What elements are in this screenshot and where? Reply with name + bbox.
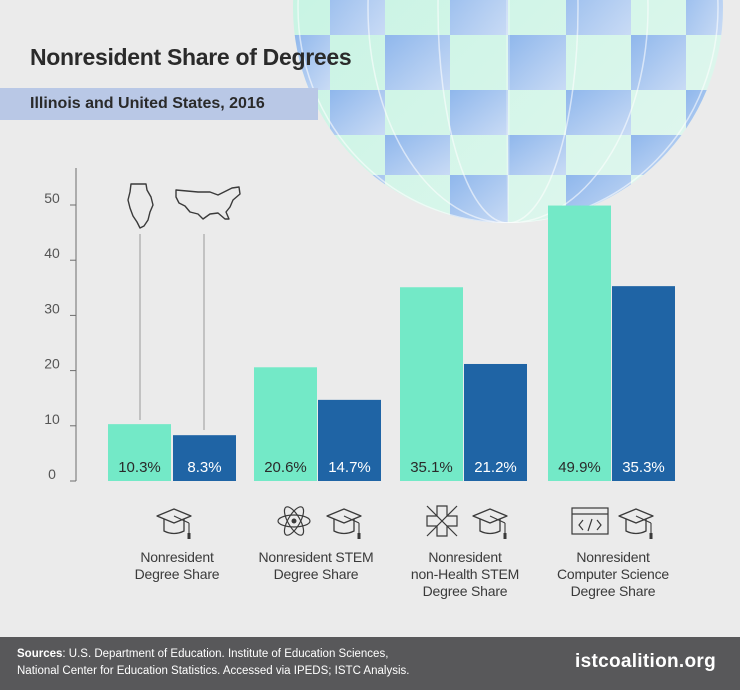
data-label-us-3: 21.2% [474,459,517,476]
category-label-1-line2: Degree Share [134,566,220,582]
category-label-3-line3: Degree Share [422,583,508,599]
bar-us-2 [318,399,381,481]
y-tick-label-40: 40 [44,245,60,261]
bar-illinois-2 [254,367,317,481]
y-tick-label-10: 10 [44,411,60,427]
category-label-1-line1: Nonresident [140,549,214,565]
y-tick-label-30: 30 [44,300,60,316]
category-label-2: Nonresident STEM Degree Share [231,549,401,583]
category-label-3-line1: Nonresident [428,549,502,565]
bar-us-4 [612,286,675,481]
bar-illinois-3 [400,287,463,481]
category-label-4-line3: Degree Share [570,583,656,599]
category-label-2-line1: Nonresident STEM [258,549,374,565]
code-window-icon [571,507,609,535]
data-label-us-2: 14.7% [328,459,371,476]
graduation-cap-icon [156,508,192,539]
category-label-4-line1: Nonresident [576,549,650,565]
subtitle: Illinois and United States, 2016 [30,95,265,112]
data-label-illinois-3: 35.1% [410,459,453,476]
sources-note: Sources: U.S. Department of Education. I… [17,646,437,680]
bar-us-1 [173,435,236,481]
data-label-us-1: 8.3% [187,459,221,476]
y-tick-label-0: 0 [48,466,56,482]
footer: Sources: U.S. Department of Education. I… [0,637,740,690]
bar-illinois-1 [108,424,171,481]
graduation-cap-icon [326,508,362,539]
category-label-4: Nonresident Computer Science Degree Shar… [528,549,698,600]
category-label-3: Nonresident non-Health STEM Degree Share [380,549,550,600]
page-title: Nonresident Share of Degrees [30,44,352,70]
data-label-illinois-2: 20.6% [264,459,307,476]
sources-label: Sources [17,648,63,660]
medical-cross-icon [426,505,458,537]
category-label-2-line2: Degree Share [273,566,359,582]
bar-chart: 0 10 20 30 40 50 10.3% 8.3% 20.6% 14.7% 35.1% 21.2%… [44,168,675,539]
sources-text-2: National Center for Education Statistics… [17,665,410,677]
data-label-illinois-1: 10.3% [118,459,161,476]
y-tick-label-50: 50 [44,190,60,206]
category-label-1: Nonresident Degree Share [92,549,262,583]
illinois-outline-icon [127,183,154,229]
subtitle-band: Illinois and United States, 2016 [0,88,318,120]
site-link[interactable]: istcoalition.org [575,651,716,672]
y-tick-label-20: 20 [44,356,60,372]
atom-icon [277,506,311,536]
data-label-us-4: 35.3% [622,459,665,476]
category-label-3-line2: non-Health STEM [410,566,520,582]
data-label-illinois-4: 49.9% [558,459,601,476]
us-map-outline-icon [175,186,241,220]
bar-illinois-4 [548,205,611,481]
graduation-cap-icon [618,508,654,539]
bar-us-3 [464,363,527,481]
sources-text-1: : U.S. Department of Education. Institut… [62,648,389,660]
category-label-4-line2: Computer Science [557,566,669,582]
graduation-cap-icon [472,508,508,539]
